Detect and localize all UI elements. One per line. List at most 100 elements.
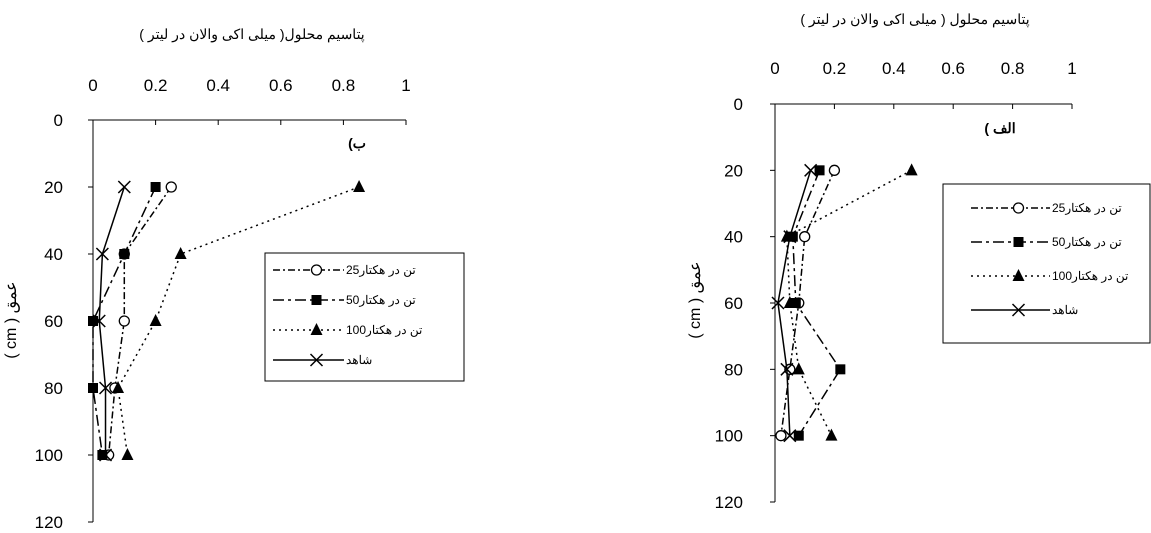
data-point-marker-stroke-b (92, 314, 106, 328)
y-tick-label: 40 (724, 228, 743, 247)
y-tick-label: 20 (44, 178, 63, 197)
y-tick-label: 0 (54, 111, 63, 130)
data-point-marker (783, 296, 796, 308)
chart-title: پتاسیم محلول ( میلی اکی والان در لیتر ) (800, 11, 1029, 28)
series-4 (92, 180, 131, 462)
legend: 25تن در هکتار 50تن در هکتار 100تن در هکتار… (942, 183, 1151, 344)
legend-label: 50تن در هکتار (1052, 235, 1122, 249)
legend-swatch-marker (1012, 269, 1025, 281)
legend-swatch-marker (310, 264, 323, 276)
x-tick-label: 0.2 (144, 76, 168, 95)
y-axis-label: عمق ( cm ) (3, 281, 20, 358)
legend-item: 25تن در هکتار (273, 263, 416, 277)
series-line (786, 169, 912, 436)
data-point-marker (88, 316, 98, 326)
legend-swatch-marker-stroke-b (1011, 303, 1026, 317)
data-point-marker (92, 314, 106, 328)
legend-swatch-marker-stroke-b (309, 353, 324, 367)
series-1 (775, 164, 841, 442)
data-point-marker-stroke-b (783, 230, 797, 244)
legend-item: 100تن در هکتار (273, 323, 422, 337)
y-tick-label: 120 (715, 493, 743, 512)
series-2 (88, 182, 161, 460)
legend-swatch-marker (1013, 237, 1024, 247)
y-axis-label: عمق ( cm ) (687, 261, 704, 338)
data-point-marker-stroke-b (780, 362, 794, 376)
data-point-marker (174, 247, 187, 259)
legend-label: 100تن در هکتار (1052, 269, 1128, 283)
data-point-marker-stroke-b (771, 296, 785, 310)
data-point-marker (905, 163, 918, 176)
legend-label: 50تن در هکتار (346, 293, 416, 307)
legend-label: 100تن در هکتار (346, 323, 422, 337)
x-tick-label: 0 (88, 76, 97, 95)
data-point-marker (95, 247, 109, 261)
x-tick-label: 0.8 (1001, 59, 1025, 78)
right-panel: پتاسیم محلول ( میلی اکی والان در لیتر ) ع… (687, 11, 1151, 512)
data-point-marker (353, 180, 366, 192)
data-point-marker (825, 428, 838, 441)
legend: 25تن در هکتار 50تن در هکتار 100تن در هکتار… (264, 252, 465, 382)
data-point-marker (775, 430, 787, 442)
series-4 (771, 163, 818, 443)
data-point-marker (118, 315, 130, 327)
panel-label: الف ) (984, 120, 1015, 136)
data-point-marker (814, 165, 825, 176)
data-point-marker-stroke-b (783, 429, 797, 443)
legend-label: شاهد (346, 353, 372, 367)
x-tick-label: 0.8 (332, 76, 356, 95)
legend-label: شاهد (1052, 303, 1078, 317)
series-1 (103, 181, 177, 461)
x-tick-label: 0.2 (823, 59, 847, 78)
y-tick-label: 80 (44, 379, 63, 398)
data-point-marker (783, 230, 797, 244)
data-point-marker (783, 429, 797, 443)
legend-swatch-marker (310, 323, 323, 335)
y-tick-label: 80 (724, 360, 743, 379)
data-point-marker (835, 364, 846, 375)
data-point-marker (150, 182, 161, 192)
series-3 (780, 163, 918, 441)
data-point-marker (97, 450, 108, 460)
data-point-marker (828, 164, 841, 176)
left-panel: پتاسیم محلول( میلی اکی والان در لیتر ) عم… (3, 26, 465, 532)
data-point-marker-stroke-b (804, 163, 818, 177)
data-point-marker (787, 231, 798, 242)
data-point-marker-stroke-b (117, 180, 131, 194)
y-tick-label: 60 (724, 294, 743, 313)
y-tick-label: 40 (44, 245, 63, 264)
data-point-marker (121, 448, 134, 460)
legend-swatch-marker (309, 353, 324, 367)
legend-item: شاهد (273, 353, 372, 367)
data-point-marker (771, 296, 785, 310)
legend-swatch-marker (311, 295, 322, 305)
data-point-marker (799, 231, 811, 243)
legend-item: 100تن در هکتار (971, 269, 1128, 283)
panel-label: ب) (348, 135, 366, 151)
x-tick-label: 0.6 (941, 59, 965, 78)
data-point-marker (792, 362, 805, 375)
series-line (117, 186, 360, 456)
data-point-marker (149, 314, 162, 326)
data-point-marker (804, 163, 818, 177)
y-tick-label: 100 (35, 446, 63, 465)
legend-frame (942, 183, 1151, 344)
data-point-marker (117, 180, 131, 194)
legend-label: 25تن در هکتار (1052, 201, 1122, 215)
legend-swatch-marker (1011, 303, 1026, 317)
data-point-marker (98, 448, 113, 462)
x-tick-label: 1 (401, 76, 410, 95)
y-tick-label: 60 (44, 312, 63, 331)
legend-item: 50تن در هکتار (273, 293, 416, 307)
x-tick-label: 0.4 (206, 76, 230, 95)
data-point-marker-stroke-b (98, 381, 113, 395)
y-tick-label: 100 (715, 427, 743, 446)
legend-item: 25تن در هکتار (971, 201, 1122, 215)
legend-swatch-marker (1012, 202, 1025, 214)
data-point-marker-stroke-b (98, 448, 113, 462)
chart-title: پتاسیم محلول( میلی اکی والان در لیتر ) (139, 26, 364, 43)
data-point-marker-stroke-b (95, 247, 109, 261)
data-point-marker (88, 383, 98, 393)
x-tick-label: 1 (1067, 59, 1076, 78)
